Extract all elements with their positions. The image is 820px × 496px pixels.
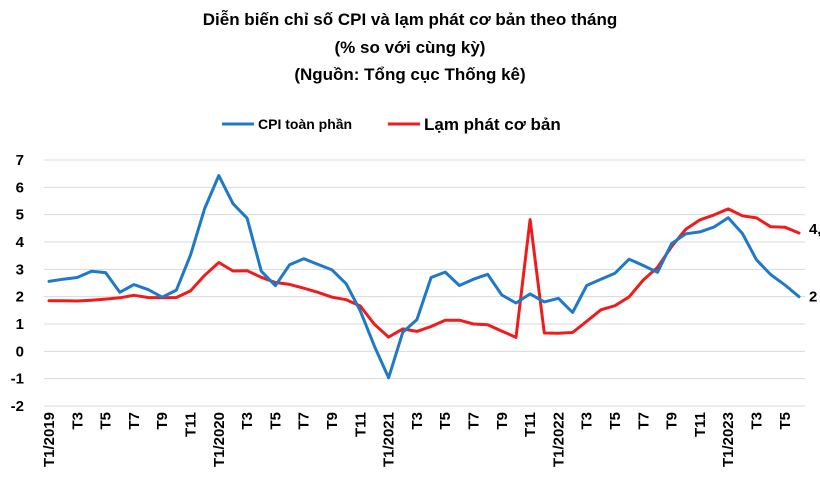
x-tick-label: T11 bbox=[352, 412, 369, 437]
chart-title-line-2: (% so với cùng kỳ) bbox=[335, 38, 486, 57]
x-tick-label: T5 bbox=[267, 412, 284, 430]
y-tick-label: 2 bbox=[16, 289, 24, 306]
x-tick-label: T3 bbox=[239, 412, 256, 430]
x-tick-label: T5 bbox=[777, 412, 794, 430]
x-tick-label: T1/2022 bbox=[550, 412, 567, 467]
x-axis: T1/2019 T3 T5 T7 T9 T11 T1/2020 T3 T5 T7 T9 T11 T1/2… bbox=[41, 412, 794, 467]
x-tick-label: T3 bbox=[579, 412, 596, 430]
x-tick-label: T3 bbox=[409, 412, 426, 430]
x-tick-label: T7 bbox=[466, 412, 483, 430]
legend: CPI toàn phần Lạm phát cơ bản bbox=[222, 115, 561, 134]
y-tick-label: 7 bbox=[16, 152, 24, 169]
x-tick-label: T9 bbox=[494, 412, 511, 430]
x-tick-label: T5 bbox=[437, 412, 454, 430]
y-tick-label: -2 bbox=[11, 398, 24, 415]
chart-title-line-1: Diễn biến chỉ số CPI và lạm phát cơ bản … bbox=[203, 10, 617, 29]
x-tick-label: T1/2023 bbox=[720, 412, 737, 467]
x-tick-label: T11 bbox=[183, 412, 200, 437]
y-tick-label: 3 bbox=[16, 261, 24, 278]
y-tick-label: 4 bbox=[16, 234, 25, 251]
legend-label-core: Lạm phát cơ bản bbox=[424, 115, 561, 134]
y-tick-label: 5 bbox=[16, 207, 24, 224]
x-tick-label: T7 bbox=[296, 412, 313, 430]
x-tick-label: T5 bbox=[607, 412, 624, 430]
end-label-cpi: 2 bbox=[809, 289, 817, 306]
series-lines bbox=[47, 174, 801, 380]
x-tick-label: T7 bbox=[635, 412, 652, 430]
x-tick-label: T9 bbox=[664, 412, 681, 430]
x-tick-label: T7 bbox=[126, 412, 143, 430]
chart-title-line-3: (Nguồn: Tổng cục Thống kê) bbox=[294, 65, 525, 84]
chart-title: Diễn biến chỉ số CPI và lạm phát cơ bản … bbox=[203, 10, 617, 84]
y-axis: 7 6 5 4 3 2 1 0 -1 -2 bbox=[11, 152, 25, 415]
series-line-cpi bbox=[47, 174, 801, 380]
legend-label-cpi: CPI toàn phần bbox=[258, 116, 352, 132]
x-tick-label: T1/2021 bbox=[381, 412, 398, 467]
x-tick-label: T1/2020 bbox=[211, 412, 228, 467]
end-label-core-inflation: 4,33 bbox=[809, 221, 820, 238]
gridlines bbox=[44, 159, 805, 407]
y-tick-label: -1 bbox=[11, 371, 24, 388]
y-tick-label: 6 bbox=[16, 179, 24, 196]
x-tick-label: T9 bbox=[154, 412, 171, 430]
series-line-core-inflation bbox=[47, 207, 801, 339]
x-tick-label: T11 bbox=[692, 412, 709, 437]
x-tick-label: T3 bbox=[749, 412, 766, 430]
x-tick-label: T1/2019 bbox=[41, 412, 58, 467]
x-tick-label: T9 bbox=[324, 412, 341, 430]
data-labels: 24,33 bbox=[809, 221, 820, 306]
y-tick-label: 1 bbox=[16, 316, 24, 333]
y-tick-label: 0 bbox=[16, 343, 24, 360]
x-tick-label: T5 bbox=[98, 412, 115, 430]
x-tick-label: T3 bbox=[69, 412, 86, 430]
x-tick-label: T11 bbox=[522, 412, 539, 437]
